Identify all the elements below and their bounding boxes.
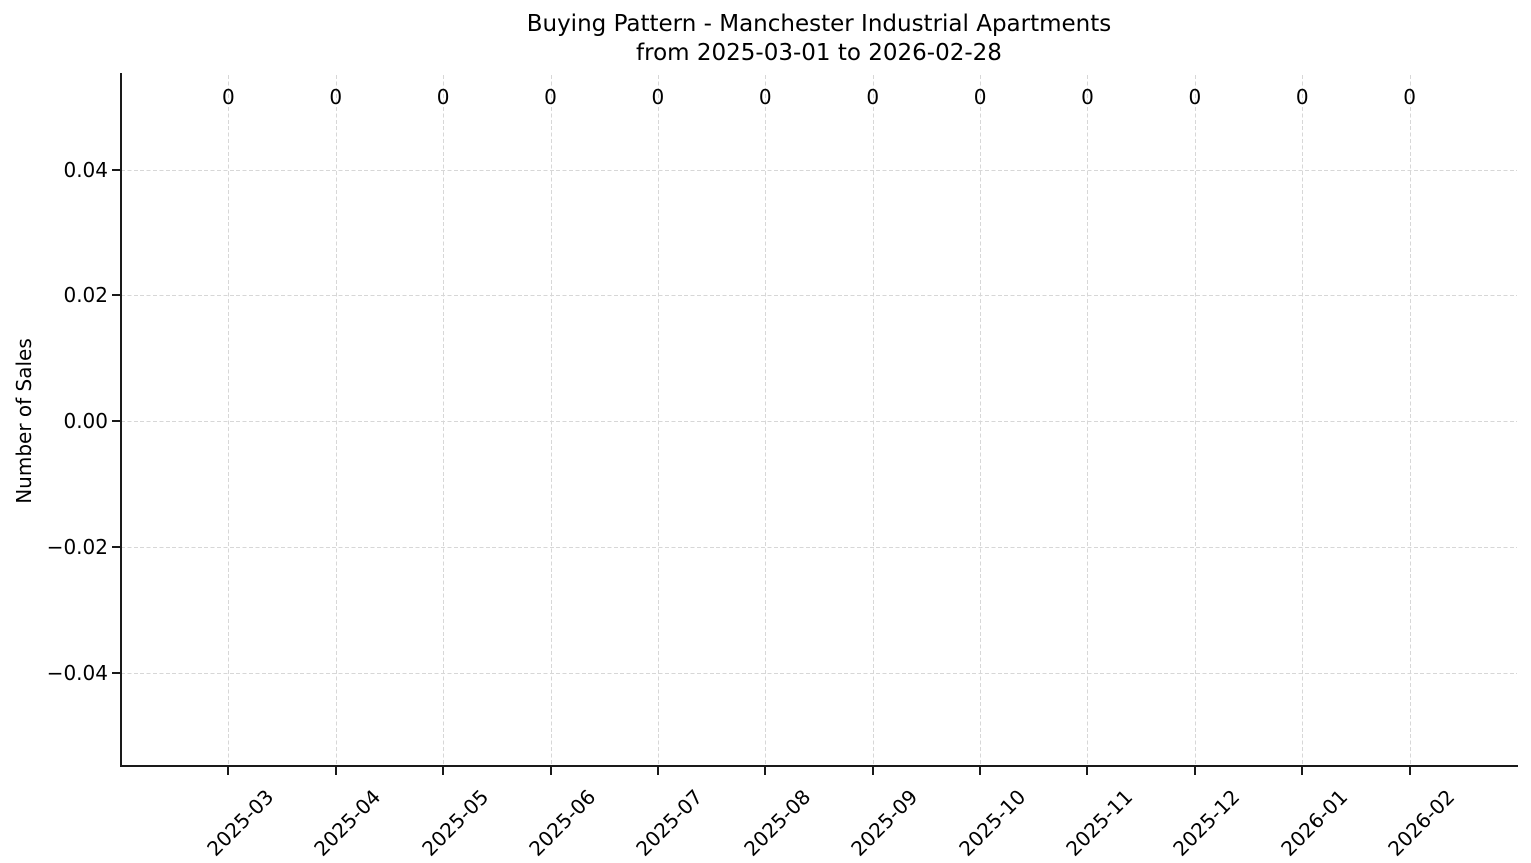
x-tick-label: 2026-01 (1275, 784, 1352, 861)
x-tick-label: 2026-02 (1383, 784, 1460, 861)
h-gridline (121, 672, 1517, 674)
x-tick-mark (227, 767, 230, 775)
v-gridline (980, 75, 982, 766)
v-gridline (550, 75, 552, 766)
v-gridline (1087, 75, 1089, 766)
y-tick-mark (112, 671, 121, 674)
x-tick-label: 2025-09 (846, 784, 923, 861)
chart-title-block: Buying Pattern - Manchester Industrial A… (121, 10, 1517, 68)
bar-value-label: 0 (329, 85, 343, 109)
x-tick-mark (334, 767, 337, 775)
x-tick-mark (1086, 767, 1089, 775)
x-tick-mark (656, 767, 659, 775)
h-gridline (121, 421, 1517, 422)
y-tick-mark (112, 545, 121, 548)
x-tick-label: 2025-07 (631, 784, 708, 861)
v-gridline (335, 75, 337, 766)
bar-value-label: 0 (866, 85, 880, 109)
v-gridline (1194, 75, 1196, 766)
x-axis-spine (120, 765, 1518, 767)
v-gridline (657, 75, 659, 766)
bar-value-label: 0 (1403, 85, 1416, 109)
v-gridline (872, 75, 874, 766)
bar-value-label: 0 (544, 85, 557, 109)
bar-value-label: 0 (222, 85, 235, 109)
x-tick-label: 2025-06 (524, 784, 601, 861)
x-tick-label: 2025-10 (953, 784, 1030, 861)
v-gridline (1409, 75, 1411, 766)
bar-value-label: 0 (1081, 85, 1094, 109)
chart-title: Buying Pattern - Manchester Industrial A… (526, 11, 1112, 37)
y-tick-label: 0.02 (63, 283, 108, 308)
bar-value-label: 0 (758, 85, 772, 109)
x-tick-mark (1301, 767, 1304, 775)
x-tick-label: 2025-11 (1061, 784, 1138, 861)
x-tick-mark (979, 767, 982, 775)
x-tick-label: 2025-03 (201, 784, 279, 861)
plot-area (121, 75, 1517, 766)
y-tick-label: −0.02 (46, 534, 108, 559)
h-gridline (121, 169, 1517, 171)
y-tick-label: −0.04 (46, 660, 108, 685)
bar-value-label: 0 (436, 85, 450, 109)
v-gridline (228, 75, 230, 766)
v-gridline (1302, 75, 1304, 766)
bar-value-label: 0 (1295, 85, 1309, 109)
h-gridline (121, 546, 1517, 548)
chart-subtitle: from 2025-03-01 to 2026-02-28 (636, 40, 1002, 66)
y-tick-mark (112, 420, 121, 422)
v-gridline (443, 75, 445, 766)
y-tick-label: 0.00 (63, 409, 108, 433)
bar-value-label: 0 (1188, 85, 1202, 109)
x-tick-mark (764, 767, 767, 775)
x-tick-label: 2025-04 (309, 784, 386, 861)
y-tick-mark (112, 294, 121, 297)
x-tick-label: 2025-08 (738, 784, 815, 861)
x-tick-mark (871, 767, 874, 775)
x-tick-mark (442, 767, 445, 775)
y-tick-mark (112, 168, 121, 171)
h-gridline (121, 295, 1517, 297)
y-axis-spine (120, 73, 122, 767)
x-tick-label: 2025-12 (1168, 784, 1245, 861)
v-gridline (765, 75, 767, 766)
x-tick-mark (1408, 767, 1411, 775)
x-tick-mark (1193, 767, 1196, 775)
x-tick-mark (549, 767, 552, 775)
x-tick-label: 2025-05 (416, 784, 493, 861)
bar-value-label: 0 (651, 85, 665, 109)
y-tick-label: 0.04 (63, 157, 108, 182)
bar-value-label: 0 (973, 85, 987, 109)
